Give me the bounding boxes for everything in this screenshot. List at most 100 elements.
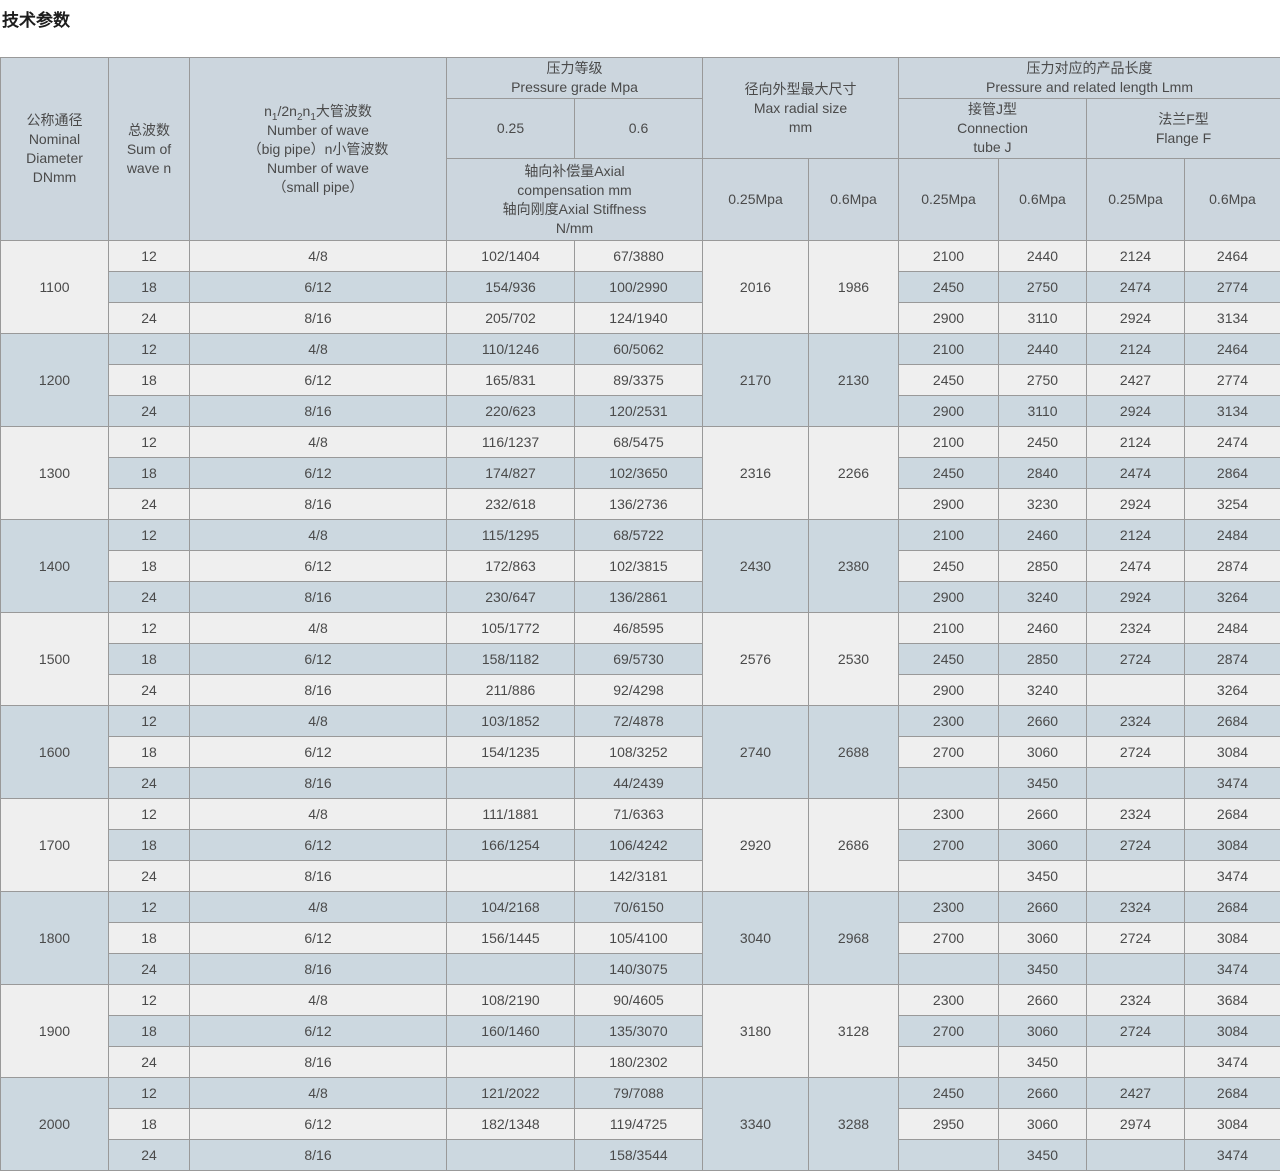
table-row: 18 6/12 182/1348 119/4725 2950 3060 2974 3084 [1,1108,1280,1140]
table-row: 24 8/16 140/3075 3450 3474 [1,953,1280,985]
j-06-cell: 2840 [998,457,1087,489]
j-06-cell: 3110 [998,302,1087,334]
j-025-cell: 2300 [898,798,999,830]
sum-wave-cell: 24 [108,395,190,427]
table-row: 18 6/12 172/863 102/3815 2450 2850 2474 2874 [1,550,1280,582]
f-025-cell: 2324 [1086,984,1185,1016]
axial-06-cell: 89/3375 [574,364,703,396]
axial-06-cell: 102/3650 [574,457,703,489]
j-06-cell: 3240 [998,581,1087,613]
f-025-cell [1086,674,1185,706]
f-025-cell: 2124 [1086,426,1185,458]
radial-06-cell: 2688 [808,705,899,799]
sum-wave-cell: 24 [108,488,190,520]
col-header-pressure-06: 0.6 [574,98,703,159]
f-06-cell: 2464 [1184,333,1280,365]
j-06-cell: 3450 [998,1139,1087,1171]
f-025-cell [1086,1139,1185,1171]
f-025-cell: 2924 [1086,395,1185,427]
table-body: 1100 12 4/8 102/1404 67/3880 2016 1986 2100 2440… [0,240,1280,1171]
sum-wave-cell: 12 [108,333,190,365]
sum-wave-cell: 12 [108,612,190,644]
sum-wave-cell: 18 [108,736,190,768]
f-025-cell: 2474 [1086,550,1185,582]
j-06-cell: 3060 [998,829,1087,861]
axial-06-cell: 68/5722 [574,519,703,551]
j-06-cell: 3450 [998,953,1087,985]
f-06-cell: 3474 [1184,767,1280,799]
sum-wave-cell: 24 [108,1046,190,1078]
j-025-cell: 2100 [898,333,999,365]
j-06-cell: 2450 [998,426,1087,458]
f-06-cell: 2874 [1184,550,1280,582]
axial-025-cell: 205/702 [446,302,575,334]
j-025-cell: 2300 [898,705,999,737]
axial-025-cell: 182/1348 [446,1108,575,1140]
table-row: 24 8/16 158/3544 3450 3474 [1,1139,1280,1171]
wave-count-header: n1/2n2n1大管波数 Number of wave （big pipe）n小管波… [189,57,447,241]
axial-06-cell: 92/4298 [574,674,703,706]
j-025-cell [898,1139,999,1171]
axial-025-cell [446,1046,575,1078]
wave-count-cell: 4/8 [189,333,447,365]
wave-count-cell: 8/16 [189,395,447,427]
wave-count-cell: 4/8 [189,612,447,644]
f-06-cell: 2774 [1184,364,1280,396]
j-025-cell: 2450 [898,643,999,675]
dn-cell: 1200 [0,333,109,427]
sum-wave-cell: 18 [108,364,190,396]
table-row: 24 8/16 230/647 136/2861 2900 3240 2924 3264 [1,581,1280,613]
table-row: 18 6/12 154/936 100/2990 2450 2750 2474 2774 [1,271,1280,303]
f-025-cell [1086,767,1185,799]
j-06-cell: 2440 [998,333,1087,365]
f-025-cell: 2724 [1086,736,1185,768]
j-06-cell: 3060 [998,1108,1087,1140]
sum-wave-cell: 18 [108,550,190,582]
f-025-cell: 2724 [1086,829,1185,861]
j-025-cell: 2700 [898,829,999,861]
axial-025-cell: 158/1182 [446,643,575,675]
axial-06-cell: 142/3181 [574,860,703,892]
j-06-cell: 3110 [998,395,1087,427]
wave-count-cell: 4/8 [189,984,447,1016]
f-06-cell: 3134 [1184,395,1280,427]
f-025-cell: 2324 [1086,798,1185,830]
axial-025-cell: 121/2022 [446,1077,575,1109]
axial-06-cell: 102/3815 [574,550,703,582]
table-row: 24 8/16 180/2302 3450 3474 [1,1046,1280,1078]
axial-06-cell: 136/2736 [574,488,703,520]
f-025-cell: 2924 [1086,581,1185,613]
f-025-cell: 2427 [1086,1077,1185,1109]
f-025-cell [1086,860,1185,892]
col-header-connection-tube-j: 接管J型 Connection tube J [898,98,1087,159]
dn-cell: 1700 [0,798,109,892]
radial-06-cell: 2130 [808,333,899,427]
table-row: 24 8/16 232/618 136/2736 2900 3230 2924 3254 [1,488,1280,520]
axial-025-cell: 220/623 [446,395,575,427]
table-row: 1300 12 4/8 116/1237 68/5475 2316 2266 2100 2450… [0,426,1280,520]
axial-025-cell: 154/1235 [446,736,575,768]
axial-06-cell: 108/3252 [574,736,703,768]
axial-06-cell: 158/3544 [574,1139,703,1171]
wave-count-cell: 6/12 [189,271,447,303]
axial-06-cell: 106/4242 [574,829,703,861]
wave-count-cell: 6/12 [189,550,447,582]
table-row: 1100 12 4/8 102/1404 67/3880 2016 1986 2100 2440… [0,240,1280,334]
j-025-cell: 2900 [898,581,999,613]
j-06-cell: 3060 [998,922,1087,954]
j-06-cell: 2660 [998,705,1087,737]
table-row: 1500 12 4/8 105/1772 46/8595 2576 2530 2100 2460… [0,612,1280,706]
f-025-cell [1086,1046,1185,1078]
sum-wave-cell: 18 [108,457,190,489]
f-025-cell: 2724 [1086,922,1185,954]
table-row: 18 6/12 174/827 102/3650 2450 2840 2474 2864 [1,457,1280,489]
wave-count-cell: 8/16 [189,860,447,892]
f-06-cell: 3134 [1184,302,1280,334]
j-025-cell: 2700 [898,922,999,954]
f-06-cell: 3264 [1184,581,1280,613]
f-025-cell: 2974 [1086,1108,1185,1140]
wave-count-cell: 4/8 [189,426,447,458]
axial-06-cell: 100/2990 [574,271,703,303]
parameters-table: 公称通径 Nominal Diameter DNmm 总波数 Sum of wa… [0,57,1280,1171]
j-025-cell: 2450 [898,271,999,303]
